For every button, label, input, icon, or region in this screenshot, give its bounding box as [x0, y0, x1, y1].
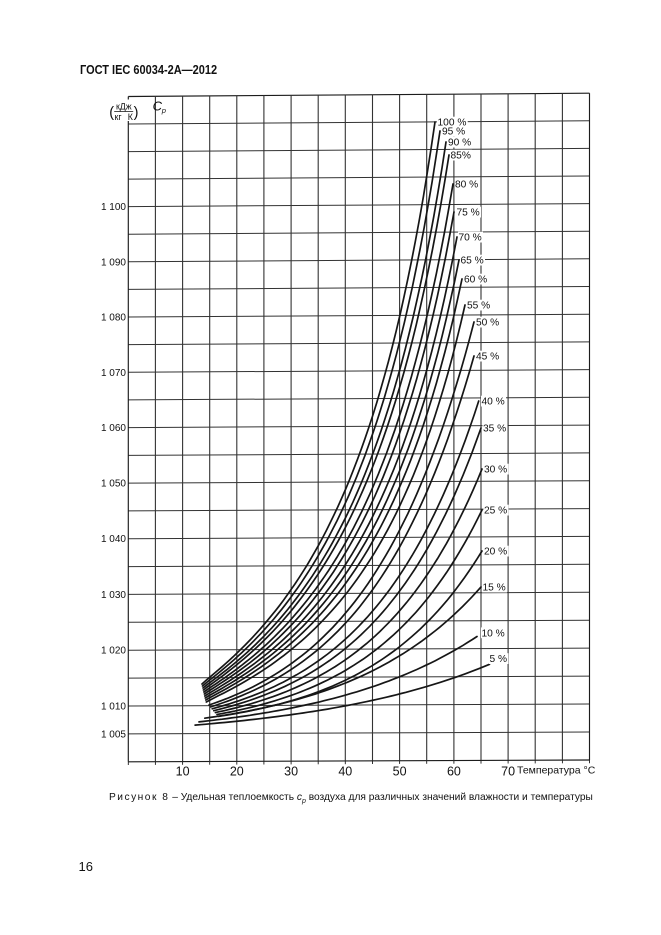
svg-text:50: 50 — [393, 764, 407, 778]
svg-text:кДж: кДж — [116, 102, 132, 112]
svg-text:К: К — [128, 112, 134, 122]
svg-text:25 %: 25 % — [484, 506, 507, 517]
svg-text:1 020: 1 020 — [101, 646, 126, 657]
svg-text:Температура °C: Температура °C — [517, 765, 596, 777]
svg-text:30: 30 — [284, 764, 298, 778]
svg-text:1 030: 1 030 — [101, 590, 126, 601]
svg-text:1 050: 1 050 — [101, 479, 126, 490]
svg-text:20: 20 — [230, 764, 244, 778]
svg-text:75 %: 75 % — [457, 208, 480, 219]
svg-text:5 %: 5 % — [490, 654, 508, 665]
svg-text:1 100: 1 100 — [101, 202, 126, 213]
svg-text:20 %: 20 % — [484, 547, 507, 558]
svg-text:1 070: 1 070 — [101, 368, 126, 379]
svg-text:p: p — [161, 106, 166, 115]
svg-text:35 %: 35 % — [483, 424, 506, 435]
svg-text:70: 70 — [501, 764, 515, 778]
svg-text:30 %: 30 % — [484, 465, 507, 476]
svg-text:85%: 85% — [451, 151, 471, 162]
svg-text:100 %: 100 % — [438, 118, 467, 129]
svg-text:50 %: 50 % — [476, 318, 499, 329]
svg-text:C: C — [153, 99, 163, 114]
svg-text:1 010: 1 010 — [101, 702, 126, 713]
svg-text:70 %: 70 % — [459, 233, 482, 244]
svg-text:1 005: 1 005 — [101, 729, 126, 740]
svg-text:95 %: 95 % — [442, 127, 465, 138]
svg-text:55 %: 55 % — [467, 301, 490, 312]
svg-text:40: 40 — [338, 764, 352, 778]
svg-text:(: ( — [109, 105, 114, 121]
svg-text:1 060: 1 060 — [101, 423, 126, 434]
svg-text:45 %: 45 % — [476, 352, 499, 363]
svg-text:15 %: 15 % — [483, 583, 506, 594]
svg-text:65 %: 65 % — [461, 256, 484, 267]
svg-text:1 090: 1 090 — [101, 257, 126, 268]
svg-text:60: 60 — [447, 764, 461, 778]
svg-text:10: 10 — [176, 764, 190, 778]
svg-text:кг: кг — [115, 112, 122, 122]
svg-text:10 %: 10 % — [482, 628, 505, 639]
svg-text:90 %: 90 % — [448, 138, 471, 149]
svg-text:40 %: 40 % — [482, 397, 505, 408]
svg-text:): ) — [134, 105, 139, 121]
svg-text:1 040: 1 040 — [101, 534, 126, 545]
svg-text:60 %: 60 % — [464, 275, 487, 286]
svg-text:1 080: 1 080 — [101, 313, 126, 324]
svg-text:80 %: 80 % — [455, 180, 478, 191]
